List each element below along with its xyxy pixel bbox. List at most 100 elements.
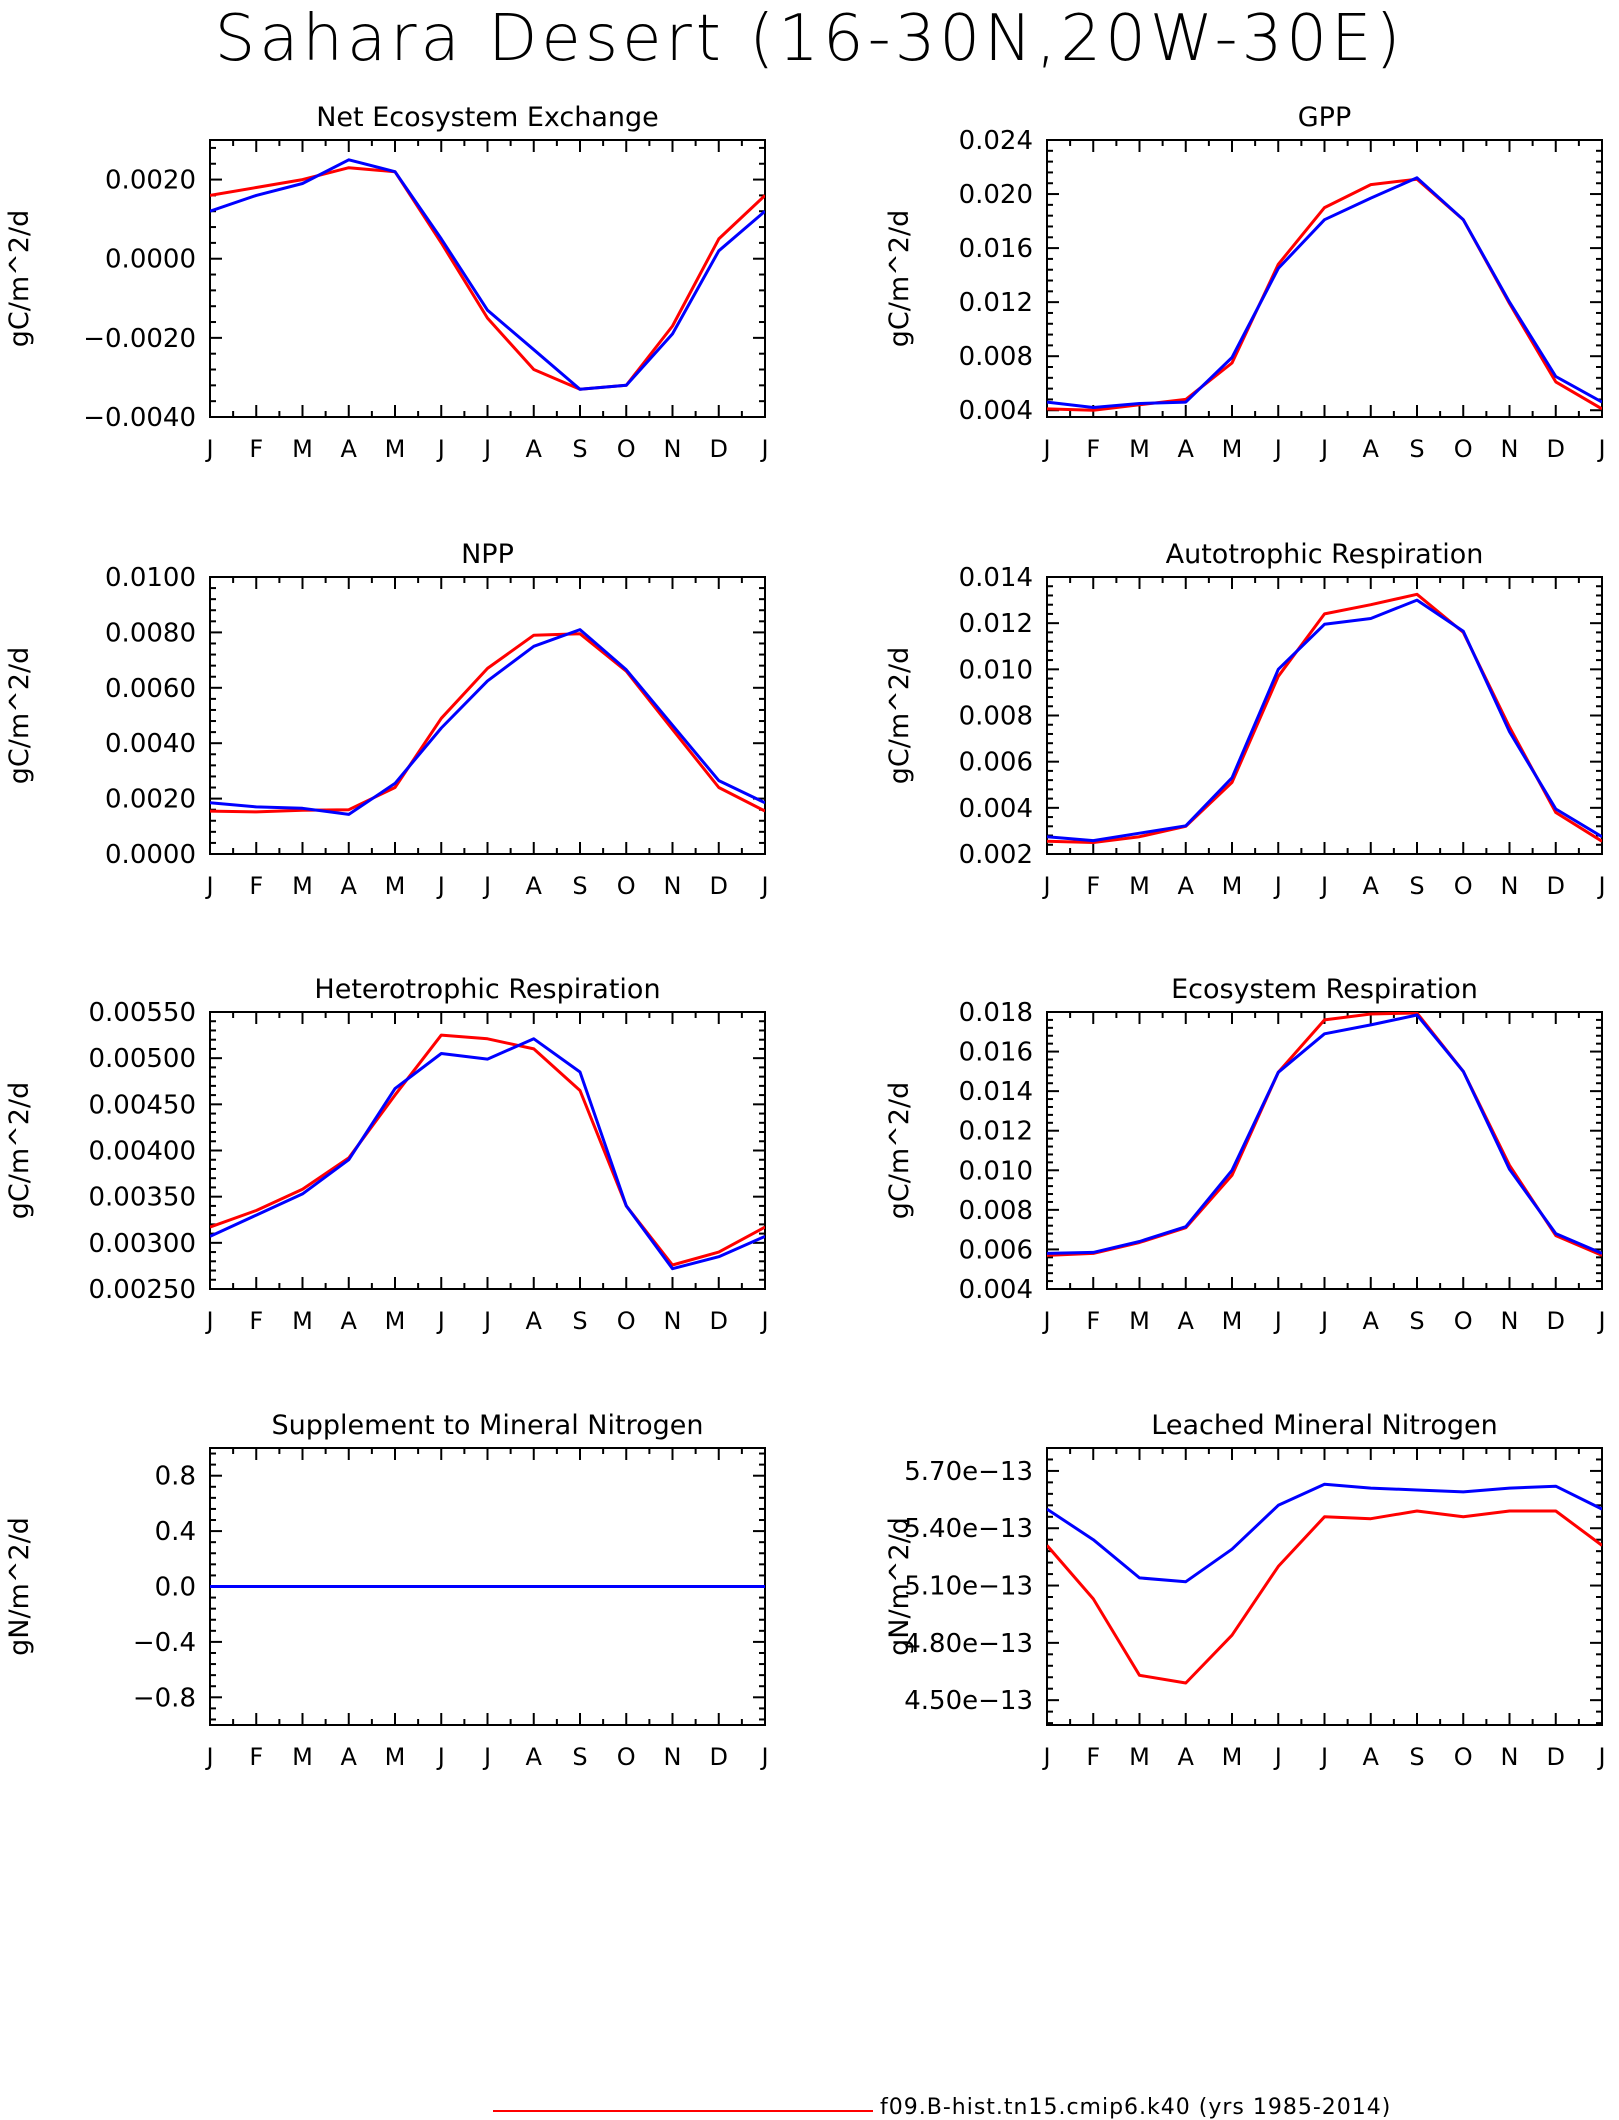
- x-tick-label: J: [436, 435, 445, 463]
- y-tick-label: 0.006: [959, 748, 1033, 778]
- y-axis-label: gN/m^2/d: [884, 1517, 915, 1656]
- x-tick-label: M: [385, 1307, 406, 1335]
- x-tick-label: J: [436, 1743, 445, 1771]
- chart-panel-3: J F M A M J J A S O N D J0.00000.00200.00400.00600.0…: [4, 539, 769, 900]
- chart-panel-4: J F M A M J J A S O N D J0.0020.0040.0060.0080.0100.…: [884, 539, 1606, 900]
- y-axis-label: gN/m^2/d: [4, 1517, 35, 1656]
- y-tick-label: 0.008: [959, 702, 1033, 732]
- series-line-red: [210, 166, 765, 391]
- y-tick-label: −0.0040: [83, 403, 196, 433]
- x-tick-label: N: [664, 435, 682, 463]
- chart-title: Leached Mineral Nitrogen: [1151, 1410, 1497, 1441]
- y-tick-label: 5.70e−13: [904, 1457, 1033, 1487]
- chart-title: NPP: [461, 539, 514, 570]
- x-tick-label: J: [1596, 1307, 1605, 1335]
- y-tick-label: 5.10e−13: [904, 1572, 1033, 1602]
- x-tick-label: M: [1129, 872, 1150, 900]
- x-tick-label: F: [249, 1307, 263, 1335]
- x-tick-label: M: [292, 1307, 313, 1335]
- x-tick-label: J: [1041, 1743, 1050, 1771]
- y-tick-label: 0.016: [959, 1038, 1033, 1068]
- x-tick-label: F: [249, 872, 263, 900]
- plot-frame: [1046, 1011, 1603, 1290]
- x-tick-label: O: [617, 872, 636, 900]
- x-tick-label: J: [1273, 1307, 1282, 1335]
- x-tick-label: O: [1454, 435, 1473, 463]
- x-tick-label: F: [1086, 1743, 1100, 1771]
- x-tick-label: D: [1547, 1743, 1565, 1771]
- x-tick-label: M: [1129, 1307, 1150, 1335]
- x-tick-label: J: [1319, 435, 1328, 463]
- x-tick-label: M: [292, 872, 313, 900]
- chart-panel-2: J F M A M J J A S O N D J0.0040.0080.0120.0160.0200.…: [884, 102, 1606, 463]
- x-tick-label: J: [1273, 435, 1282, 463]
- y-tick-label: 0.014: [959, 1077, 1033, 1107]
- x-tick-label: N: [1501, 1743, 1519, 1771]
- y-tick-label: 0.0100: [105, 563, 196, 593]
- x-tick-label: J: [1596, 1743, 1605, 1771]
- x-tick-label: M: [1129, 1743, 1150, 1771]
- plot-frame: [1046, 139, 1603, 418]
- y-tick-label: 0.006: [959, 1235, 1033, 1265]
- x-tick-label: J: [1596, 872, 1605, 900]
- plot-frame: [1046, 576, 1603, 855]
- x-tick-label: J: [759, 435, 768, 463]
- x-tick-label: M: [385, 872, 406, 900]
- y-tick-label: 0.00400: [88, 1137, 196, 1167]
- x-tick-label: S: [572, 1743, 587, 1771]
- x-tick-label: J: [1319, 1743, 1328, 1771]
- x-tick-label: J: [1041, 1307, 1050, 1335]
- x-tick-label: J: [482, 1743, 491, 1771]
- x-tick-label: J: [1319, 1307, 1328, 1335]
- y-tick-label: 0.4: [155, 1517, 196, 1547]
- y-tick-label: −0.4: [133, 1628, 196, 1658]
- series-line-blue: [210, 1037, 765, 1271]
- x-tick-label: M: [292, 435, 313, 463]
- series-line-blue: [210, 628, 765, 816]
- y-tick-label: 0.0020: [105, 166, 196, 196]
- y-tick-label: 0.0080: [105, 618, 196, 648]
- y-tick-label: 0.0000: [105, 245, 196, 275]
- x-tick-label: J: [436, 872, 445, 900]
- x-tick-label: D: [710, 435, 728, 463]
- x-tick-label: S: [1409, 872, 1424, 900]
- chart-panel-5: J F M A M J J A S O N D J0.002500.003000.003500.0040…: [4, 974, 769, 1335]
- x-tick-label: J: [1319, 872, 1328, 900]
- chart-panel-8: J F M A M J J A S O N D J4.50e−134.80e−135.10e−135.4…: [884, 1410, 1606, 1771]
- y-tick-label: −0.8: [133, 1683, 196, 1713]
- x-tick-label: M: [385, 435, 406, 463]
- x-tick-label: M: [385, 1743, 406, 1771]
- chart-panel-6: J F M A M J J A S O N D J0.0040.0060.0080.0100.0120.…: [884, 974, 1606, 1335]
- x-tick-label: J: [1041, 435, 1050, 463]
- x-tick-label: N: [664, 1307, 682, 1335]
- y-axis-label: gC/m^2/d: [884, 1082, 915, 1219]
- y-tick-label: 0.010: [959, 1156, 1033, 1186]
- chart-title: Ecosystem Respiration: [1171, 974, 1478, 1005]
- series-line-red: [210, 632, 765, 814]
- y-axis-label: gC/m^2/d: [4, 210, 35, 347]
- x-tick-label: A: [1363, 872, 1380, 900]
- x-tick-label: D: [710, 1743, 728, 1771]
- y-tick-label: 0.014: [959, 563, 1033, 593]
- x-tick-label: J: [1041, 872, 1050, 900]
- x-tick-label: D: [710, 1307, 728, 1335]
- series-line-red: [1047, 592, 1602, 844]
- x-tick-label: O: [617, 1307, 636, 1335]
- x-tick-label: A: [526, 1307, 543, 1335]
- x-tick-label: D: [1547, 872, 1565, 900]
- chart-title: Supplement to Mineral Nitrogen: [272, 1410, 704, 1441]
- x-tick-label: J: [1273, 872, 1282, 900]
- y-tick-label: 0.002: [959, 840, 1033, 870]
- chart-title: Heterotrophic Respiration: [314, 974, 660, 1005]
- x-tick-label: S: [572, 435, 587, 463]
- legend-label: f09.B-hist.tn15.cmip6.k40 (yrs 1985-2014…: [880, 2095, 1392, 2120]
- x-tick-label: O: [1454, 1307, 1473, 1335]
- x-tick-label: A: [341, 435, 358, 463]
- x-tick-label: M: [1222, 435, 1243, 463]
- y-tick-label: 0.00450: [88, 1090, 196, 1120]
- plot-frame: [209, 576, 766, 855]
- x-tick-label: M: [292, 1743, 313, 1771]
- series-line-red: [1047, 1509, 1602, 1685]
- y-tick-label: 0.004: [959, 396, 1033, 426]
